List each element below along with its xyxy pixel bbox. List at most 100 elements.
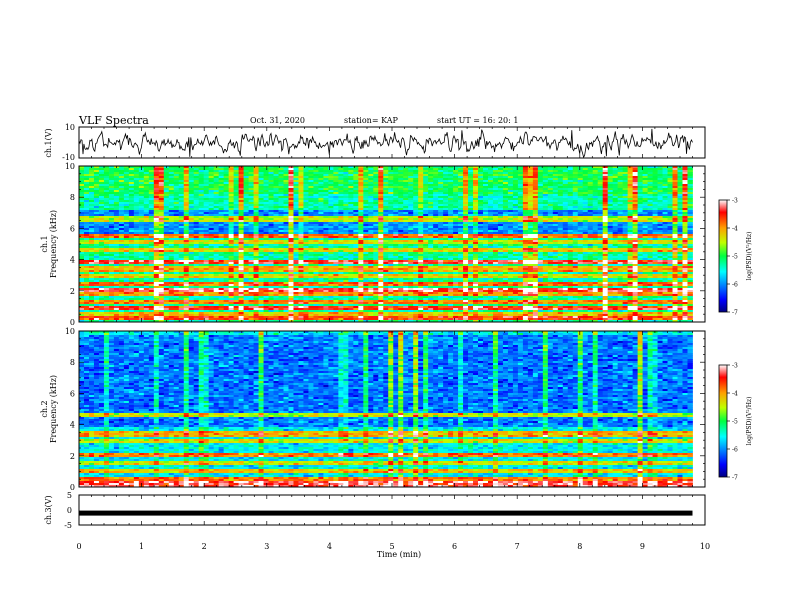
spectrogram-cell (288, 206, 294, 209)
spectrogram-cell (213, 222, 220, 225)
spectrogram-cell (507, 222, 514, 225)
spectrogram-cell (183, 180, 190, 183)
spectrogram-cell (263, 196, 269, 199)
spectrogram-cell (258, 192, 264, 195)
spectrogram-cell (103, 226, 110, 229)
spectrogram-cell (79, 170, 85, 173)
spectrogram-cell (233, 236, 240, 239)
spectrogram-cell (198, 198, 205, 201)
spectrogram-cell (567, 208, 574, 211)
spectrogram-cell (662, 186, 668, 189)
spectrogram-cell (113, 210, 120, 213)
spectrogram-cell (198, 230, 205, 233)
spectrogram-cell (138, 196, 145, 199)
spectrogram-cell (463, 180, 469, 183)
spectrogram-cell (353, 200, 359, 203)
spectrogram-cell (208, 222, 215, 225)
spectrogram-cell (263, 184, 269, 187)
spectrogram-cell (448, 218, 454, 221)
spectrogram-cell (293, 228, 299, 231)
spectrogram-cell (418, 168, 424, 171)
spectrogram-cell (338, 202, 344, 205)
spectrogram-cell (113, 200, 120, 203)
spectrogram-cell (507, 220, 514, 223)
spectrogram-cell (88, 210, 95, 213)
spectrogram-cell (453, 194, 459, 197)
spectrogram-cell (278, 166, 284, 169)
spectrogram-cell (213, 220, 220, 223)
spectrogram-cell (138, 234, 145, 237)
spectrogram-cell (353, 218, 359, 221)
spectrogram-cell (632, 224, 639, 227)
spectrogram-cell (348, 202, 354, 205)
spectrogram-cell (537, 204, 544, 207)
spectrogram-cell (238, 220, 244, 223)
spectrogram-cell (448, 170, 454, 173)
spectrogram-cell (138, 210, 145, 213)
spectrogram-cell (128, 168, 135, 171)
spectrogram-cell (163, 212, 170, 215)
spectrogram-cell (662, 228, 668, 231)
spectrogram-cell (238, 176, 244, 179)
spectrogram-cell (363, 198, 369, 201)
spectrogram-cell (363, 234, 369, 237)
spectrogram-cell (512, 204, 519, 207)
spectrogram-cell (582, 182, 589, 185)
spectrogram-cell (208, 200, 215, 203)
spectrogram-cell (88, 180, 95, 183)
spectrogram-cell (138, 220, 145, 223)
spectrogram-cell (253, 200, 259, 203)
spectrogram-cell (348, 214, 354, 217)
spectrogram-cell (148, 190, 155, 193)
spectrogram-cell (388, 200, 394, 203)
spectrogram-cell (208, 174, 215, 177)
spectrogram-cell (163, 194, 170, 197)
spectrogram-cell (483, 216, 489, 219)
spectrogram-cell (313, 210, 319, 213)
spectrogram-cell (188, 216, 195, 219)
spectrogram-cell (353, 194, 359, 197)
spectrogram-cell (148, 178, 155, 181)
spectrogram-cell (687, 188, 693, 191)
spectrogram-cell (173, 210, 180, 213)
spectrogram-cell (238, 192, 244, 195)
spectrogram-cell (173, 182, 180, 185)
spectrogram-cell (612, 210, 619, 213)
spectrogram-cell (637, 202, 644, 205)
spectrogram-cell (103, 196, 110, 199)
spectrogram-cell (343, 232, 349, 235)
spectrogram-cell (647, 184, 653, 187)
spectrogram-cell (572, 212, 579, 215)
spectrogram-cell (438, 232, 444, 235)
spectrogram-cell (463, 212, 469, 215)
spectrogram-cell (83, 220, 90, 223)
spectrogram-cell (542, 226, 549, 229)
spectrogram-cell (228, 190, 235, 193)
spectrogram-cell (393, 196, 399, 199)
spectrogram-cell (567, 166, 574, 169)
spectrogram-cell (348, 174, 354, 177)
spectrogram-cell (108, 176, 115, 179)
spectrogram-cell (428, 206, 434, 209)
spectrogram-cell (662, 176, 668, 179)
spectrogram-cell (308, 186, 314, 189)
spectrogram-cell (328, 180, 334, 183)
spectrogram-cell (602, 184, 609, 187)
spectrogram-cell (647, 186, 653, 189)
spectrogram-cell (343, 224, 349, 227)
spectrogram-cell (652, 228, 658, 231)
spectrogram-cell (213, 174, 220, 177)
spectrogram-cell (418, 222, 424, 225)
spectrogram-cell (123, 198, 130, 201)
spectrogram-cell (238, 198, 244, 201)
spectrogram-cell (158, 224, 165, 227)
spectrogram-cell (133, 178, 140, 181)
spectrogram-cell (248, 220, 254, 223)
spectrogram-cell (497, 230, 504, 233)
spectrogram-cell (133, 208, 140, 211)
spectrogram-cell (268, 220, 274, 223)
spectrogram-cell (393, 194, 399, 197)
spectrogram-cell (677, 186, 683, 189)
spectrogram-cell (328, 214, 334, 217)
spectrogram-cell (203, 188, 210, 191)
